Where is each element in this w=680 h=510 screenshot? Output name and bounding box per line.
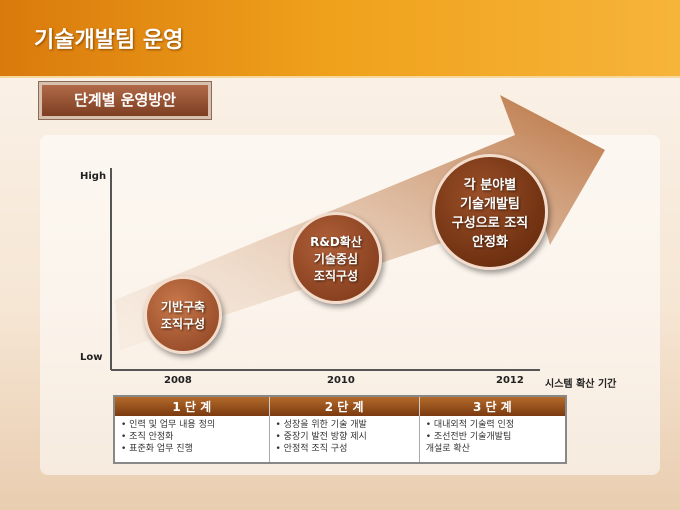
stage-circle-1: 기반구축 조직구성: [144, 276, 222, 354]
stage-items: • 인력 및 업무 내용 정의 • 조직 안정화 • 표준화 업무 진행: [113, 416, 270, 463]
axis-high-label: High: [80, 171, 107, 182]
stage-items: • 성장을 위한 기술 개발 • 중장기 발전 방향 제시 • 안정적 조직 구…: [268, 416, 420, 463]
year-label: 2010: [327, 375, 355, 386]
stage-header: 1 단 계: [113, 396, 270, 416]
slide-header: 기술개발팀 운영: [0, 0, 680, 78]
stage-header: 3 단 계: [418, 396, 566, 416]
axis-low-label: Low: [80, 352, 103, 363]
section-badge: 단계별 운영방안: [38, 81, 212, 120]
year-label: 2008: [164, 375, 192, 386]
stage-circle-3: 각 분야별 기술개발팀 구성으로 조직 안정화: [432, 154, 548, 270]
slide-title: 기술개발팀 운영: [34, 28, 184, 53]
stage-items: • 대내외적 기술력 인정 • 조선전반 기술개발팀 개설로 확산: [418, 416, 566, 463]
stage-header: 2 단 계: [268, 396, 420, 416]
x-axis-label: 시스템 확산 기간: [545, 379, 617, 390]
year-label: 2012: [496, 375, 524, 386]
stage-circle-2: R&D확산 기술중심 조직구성: [290, 212, 382, 304]
